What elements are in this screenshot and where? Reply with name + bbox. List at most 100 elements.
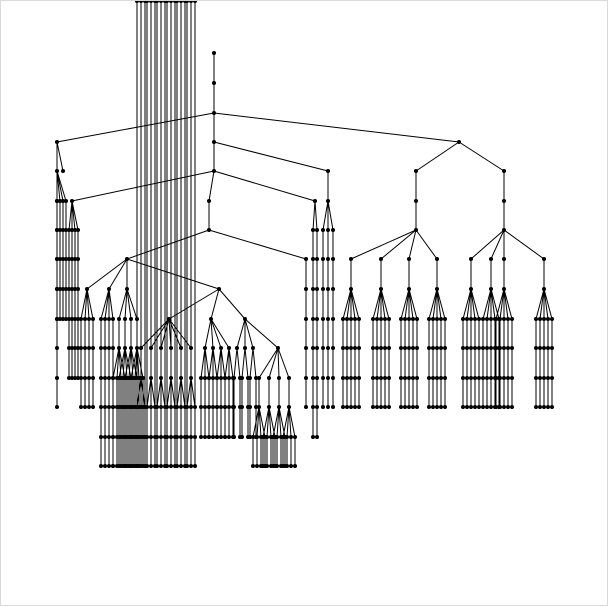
tree-node	[83, 405, 87, 409]
tree-edge	[168, 318, 192, 349]
tree-edge	[380, 288, 386, 320]
tree-node	[494, 317, 498, 321]
tree-edge	[470, 288, 476, 320]
tree-node	[243, 346, 247, 350]
tree-node	[502, 257, 506, 261]
tree-node	[227, 405, 231, 409]
tree-edge	[108, 258, 128, 290]
tree-node	[111, 464, 115, 468]
tree-edge	[470, 288, 480, 320]
tree-node	[349, 405, 353, 409]
tree-node	[371, 346, 375, 350]
tree-node	[207, 435, 211, 439]
tree-node	[232, 435, 236, 439]
tree-node	[357, 346, 361, 350]
tree-node	[179, 405, 183, 409]
tree-node	[435, 287, 439, 291]
tree-node	[485, 376, 489, 380]
tree-node	[431, 346, 435, 350]
tree-node	[326, 317, 330, 321]
tree-node	[55, 140, 59, 144]
tree-edge	[86, 258, 128, 290]
tree-edge	[408, 229, 417, 260]
tree-node	[321, 376, 325, 380]
tree-node	[489, 317, 493, 321]
tree-node	[473, 317, 477, 321]
tree-node	[510, 346, 514, 350]
tree-node	[326, 287, 330, 291]
tree-node	[217, 287, 221, 291]
tree-node	[107, 346, 111, 350]
tree-node	[70, 376, 74, 380]
tree-node	[55, 257, 59, 261]
tree-node	[315, 376, 319, 380]
tree-node	[375, 317, 379, 321]
tree-node	[255, 435, 259, 439]
tree-edge	[150, 377, 156, 408]
tree-nodes	[55, 1, 554, 468]
tree-node	[341, 376, 345, 380]
tree-node	[281, 435, 285, 439]
tree-node	[189, 464, 193, 468]
tree-node	[498, 376, 502, 380]
tree-node	[435, 317, 439, 321]
tree-node	[223, 376, 227, 380]
tree-edge	[170, 377, 176, 408]
tree-node	[91, 346, 95, 350]
tree-node	[485, 317, 489, 321]
tree-edge	[218, 288, 246, 320]
tree-node	[185, 464, 189, 468]
tree-node	[159, 405, 163, 409]
tree-node	[534, 405, 538, 409]
tree-node	[387, 405, 391, 409]
tree-node	[189, 435, 193, 439]
tree-node	[70, 346, 74, 350]
tree-node	[287, 376, 291, 380]
tree-node	[345, 346, 349, 350]
tree-node	[477, 317, 481, 321]
tree-edge	[156, 377, 162, 408]
tree-edge	[112, 347, 120, 379]
tree-node	[331, 346, 335, 350]
tree-node	[353, 346, 357, 350]
tree-node	[489, 405, 493, 409]
tree-edge	[212, 347, 218, 379]
tree-edge	[282, 406, 290, 438]
tree-node	[91, 317, 95, 321]
tree-node	[58, 317, 62, 321]
tree-edge	[213, 112, 460, 143]
tree-node	[203, 405, 207, 409]
tree-node	[506, 405, 510, 409]
tree-node	[129, 464, 133, 468]
tree-edge	[118, 288, 128, 320]
tree-node	[61, 169, 65, 173]
tree-node	[67, 317, 71, 321]
tree-edge	[100, 288, 110, 320]
tree-edge	[436, 288, 442, 320]
tree-node	[165, 435, 169, 439]
tree-node	[87, 346, 91, 350]
tree-node	[232, 405, 236, 409]
tree-node	[199, 435, 203, 439]
tree-node	[321, 287, 325, 291]
tree-node	[219, 376, 223, 380]
tree-node	[415, 405, 419, 409]
tree-node	[70, 257, 74, 261]
tree-node	[331, 287, 335, 291]
tree-node	[64, 317, 68, 321]
tree-node	[542, 346, 546, 350]
tree-edge	[190, 377, 196, 408]
tree-node	[399, 346, 403, 350]
tree-node	[103, 317, 107, 321]
tree-node	[321, 405, 325, 409]
tree-node	[189, 405, 193, 409]
tree-node	[311, 435, 315, 439]
tree-node	[179, 435, 183, 439]
tree-node	[179, 346, 183, 350]
tree-node	[165, 1, 169, 3]
tree-edge	[404, 288, 410, 320]
tree-node	[207, 199, 211, 203]
tree-edge	[118, 347, 122, 379]
tree-node	[155, 1, 159, 3]
tree-edge	[71, 200, 79, 231]
